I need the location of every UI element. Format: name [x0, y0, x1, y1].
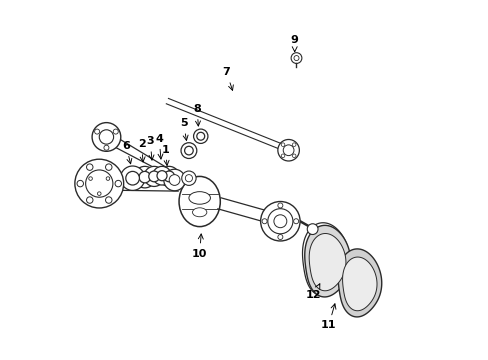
Circle shape	[193, 129, 207, 143]
Circle shape	[293, 219, 298, 224]
Circle shape	[306, 224, 317, 234]
Circle shape	[290, 53, 301, 63]
Circle shape	[157, 171, 167, 181]
Circle shape	[85, 170, 113, 197]
Polygon shape	[308, 234, 345, 291]
Text: 9: 9	[290, 35, 298, 52]
Circle shape	[267, 209, 292, 234]
Circle shape	[281, 143, 284, 147]
Circle shape	[86, 164, 93, 170]
Circle shape	[104, 145, 109, 150]
Circle shape	[277, 139, 299, 161]
Text: 6: 6	[122, 141, 132, 164]
Circle shape	[184, 146, 193, 155]
Circle shape	[97, 192, 101, 195]
Polygon shape	[304, 225, 350, 297]
Circle shape	[159, 166, 179, 186]
Circle shape	[125, 171, 139, 185]
Polygon shape	[342, 257, 376, 311]
Ellipse shape	[192, 208, 206, 217]
Circle shape	[75, 159, 123, 208]
Text: 7: 7	[222, 67, 233, 90]
Circle shape	[89, 177, 92, 180]
Ellipse shape	[179, 176, 220, 226]
Circle shape	[105, 197, 112, 203]
Circle shape	[260, 202, 300, 241]
Circle shape	[92, 123, 121, 151]
Circle shape	[273, 215, 286, 228]
Polygon shape	[337, 249, 381, 317]
Circle shape	[77, 180, 83, 187]
Circle shape	[113, 129, 118, 134]
Circle shape	[196, 132, 204, 140]
Circle shape	[86, 197, 93, 203]
Circle shape	[169, 175, 180, 185]
Text: 8: 8	[193, 104, 201, 126]
Circle shape	[292, 143, 295, 147]
Circle shape	[262, 219, 266, 224]
Circle shape	[144, 166, 164, 186]
Text: 10: 10	[192, 234, 207, 258]
Text: 3: 3	[146, 136, 154, 160]
Text: 5: 5	[180, 118, 188, 140]
Circle shape	[134, 166, 155, 188]
Polygon shape	[166, 98, 285, 150]
Circle shape	[99, 130, 113, 144]
Text: 12: 12	[305, 284, 321, 301]
Circle shape	[106, 177, 109, 180]
Circle shape	[181, 143, 196, 158]
Circle shape	[148, 171, 159, 182]
Circle shape	[139, 171, 150, 183]
Text: 1: 1	[162, 144, 169, 166]
Text: 2: 2	[138, 139, 145, 162]
Text: 4: 4	[155, 134, 163, 159]
Circle shape	[277, 203, 282, 208]
Circle shape	[115, 180, 121, 187]
Circle shape	[292, 154, 295, 158]
Circle shape	[94, 129, 100, 134]
Circle shape	[105, 164, 112, 170]
Circle shape	[163, 169, 185, 191]
Circle shape	[163, 171, 174, 182]
Circle shape	[281, 154, 284, 158]
Circle shape	[185, 175, 192, 182]
Ellipse shape	[188, 192, 210, 204]
Polygon shape	[217, 198, 278, 225]
Circle shape	[182, 171, 196, 185]
Circle shape	[152, 166, 171, 185]
Text: 11: 11	[320, 304, 336, 330]
Circle shape	[277, 234, 282, 239]
Circle shape	[120, 166, 144, 190]
Circle shape	[283, 145, 293, 156]
Circle shape	[293, 55, 298, 60]
